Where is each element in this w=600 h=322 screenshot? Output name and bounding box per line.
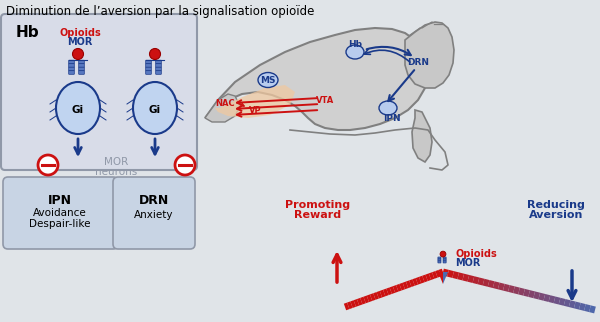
Text: VTA: VTA (316, 96, 334, 105)
Circle shape (73, 49, 83, 60)
FancyBboxPatch shape (79, 67, 84, 71)
FancyBboxPatch shape (438, 259, 441, 261)
Text: IPN: IPN (383, 113, 401, 122)
Text: Opioids: Opioids (59, 28, 101, 38)
Text: Despair-like: Despair-like (29, 219, 91, 229)
FancyBboxPatch shape (443, 259, 446, 261)
Text: Reducing: Reducing (527, 200, 585, 210)
Text: DRN: DRN (139, 194, 169, 206)
FancyBboxPatch shape (1, 14, 197, 170)
Text: Avoidance: Avoidance (33, 208, 87, 218)
Polygon shape (215, 85, 295, 118)
Polygon shape (205, 94, 240, 122)
FancyBboxPatch shape (3, 177, 118, 249)
Ellipse shape (379, 101, 397, 115)
Text: Reward: Reward (295, 210, 341, 220)
Text: Gi: Gi (72, 105, 84, 115)
Text: MOR: MOR (67, 37, 92, 47)
Polygon shape (205, 28, 428, 130)
FancyBboxPatch shape (156, 67, 161, 71)
FancyBboxPatch shape (438, 257, 441, 259)
FancyBboxPatch shape (438, 261, 441, 263)
Text: NAC: NAC (215, 99, 235, 108)
Circle shape (440, 251, 446, 257)
Text: Anxiety: Anxiety (134, 210, 174, 220)
Text: Hb: Hb (348, 40, 362, 49)
Text: neurons: neurons (95, 167, 137, 177)
Text: MOR: MOR (455, 258, 481, 268)
FancyBboxPatch shape (79, 64, 84, 67)
Circle shape (149, 49, 161, 60)
FancyBboxPatch shape (156, 64, 161, 67)
FancyBboxPatch shape (146, 60, 151, 64)
Circle shape (175, 155, 195, 175)
Text: MS: MS (260, 75, 276, 84)
Ellipse shape (258, 72, 278, 88)
Polygon shape (438, 272, 443, 284)
Text: MOR: MOR (104, 157, 128, 167)
FancyBboxPatch shape (79, 60, 84, 64)
Ellipse shape (133, 82, 177, 134)
Text: Aversion: Aversion (529, 210, 583, 220)
FancyBboxPatch shape (69, 64, 74, 67)
FancyBboxPatch shape (69, 71, 74, 74)
Circle shape (38, 155, 58, 175)
FancyBboxPatch shape (146, 67, 151, 71)
Text: Gi: Gi (149, 105, 161, 115)
Text: Opioids: Opioids (455, 249, 497, 259)
FancyBboxPatch shape (69, 67, 74, 71)
FancyBboxPatch shape (113, 177, 195, 249)
Text: IPN: IPN (48, 194, 72, 206)
Ellipse shape (346, 45, 364, 59)
Text: Hb: Hb (16, 24, 40, 40)
FancyBboxPatch shape (146, 71, 151, 74)
Polygon shape (412, 110, 432, 162)
Ellipse shape (56, 82, 100, 134)
FancyBboxPatch shape (79, 71, 84, 74)
Polygon shape (405, 22, 454, 88)
FancyBboxPatch shape (156, 71, 161, 74)
FancyBboxPatch shape (146, 64, 151, 67)
Polygon shape (443, 272, 448, 284)
FancyBboxPatch shape (156, 60, 161, 64)
Text: DRN: DRN (407, 58, 429, 67)
FancyBboxPatch shape (69, 60, 74, 64)
Text: Promoting: Promoting (286, 200, 350, 210)
Text: VP: VP (248, 106, 262, 115)
FancyBboxPatch shape (443, 261, 446, 263)
Text: Diminution de l’aversion par la signalisation opioïde: Diminution de l’aversion par la signalis… (6, 5, 314, 17)
FancyBboxPatch shape (443, 257, 446, 259)
